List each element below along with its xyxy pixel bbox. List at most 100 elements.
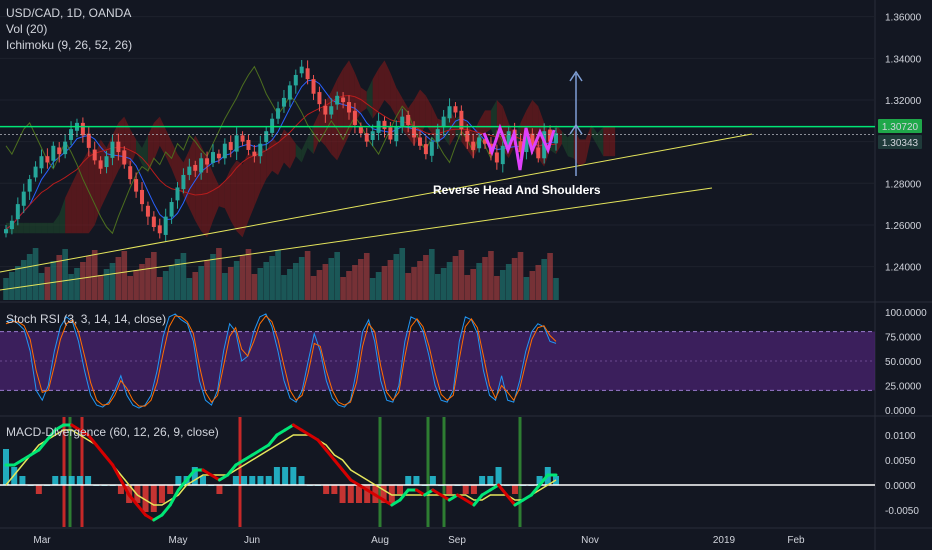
candle-body [341,97,346,103]
divergence-marker [62,417,66,527]
macd-line-segment [201,468,213,477]
candle-body [412,126,417,138]
candle-body [21,191,26,206]
ichimoku-legend[interactable]: Ichimoku (9, 26, 52, 26) [6,38,133,52]
stoch-rsi-axis[interactable]: 100.0000 75.0000 50.0000 25.0000 0.0000 [885,308,927,417]
macd-line-segment [423,488,435,497]
volume-bar [15,266,21,300]
volume-bar [488,251,494,300]
volume-bar [151,252,157,300]
candle-body [518,141,523,153]
volume-bar [145,258,151,300]
cloud-segment [171,141,178,184]
candle-body [483,139,488,144]
candle-body [157,225,162,234]
macd-hist-bar [3,449,9,485]
volume-bar [74,268,80,300]
volume-bar [458,250,465,300]
candle-body [9,220,14,230]
cloud-segment [236,160,243,238]
candle-body [530,133,535,146]
macd-legend[interactable]: MACD-Divergence (60, 12, 26, 9, close) [6,425,219,439]
candle-body [216,153,221,159]
volume-bar [263,262,270,300]
trend-line-upper[interactable] [0,133,753,273]
candle-body [240,135,245,142]
volume-bar [553,278,559,300]
candle-body [400,116,405,128]
candle-body [258,143,263,157]
candle-body [222,143,227,159]
volume-bars [3,248,559,300]
macd-line-segment [529,483,542,497]
volume-bar [340,277,346,300]
price-badge-current: 1.30343 [878,135,922,149]
candle-body [305,68,310,80]
macd-line-segment [283,423,295,432]
cloud-segment [425,95,432,134]
volume-bar [535,265,542,300]
macd-hist-bar [446,485,453,494]
cloud-segment [384,60,391,107]
volume-bar [180,253,187,300]
macd-line-segment [20,453,33,462]
cloud-segment [88,149,95,234]
candle-body [423,144,428,155]
macd-hist-bar [232,476,239,485]
macd-line-segment [144,513,156,522]
volume-bar [103,269,110,300]
candle-body [524,135,529,153]
cloud-segment [23,222,30,234]
macd-hist-bar [388,485,395,503]
macd-divergence-markers [62,417,522,527]
candle-body [104,156,109,168]
macd-hist-bar [241,476,248,485]
volume-bar [417,261,423,300]
macd-hist-bar [142,485,149,512]
volume-bar [133,270,139,300]
time-axis[interactable]: Mar May Jun Aug Sep Nov 2019 Feb [33,535,805,546]
macd-line-segment [119,478,131,497]
cloud-segment [301,137,308,163]
macd-hist-bar [413,476,420,485]
divergence-marker [68,417,72,527]
time-tick-label: Jun [244,535,260,546]
stoch-rsi-legend[interactable]: Stoch RSI (3, 3, 14, 14, close) [6,312,167,326]
candle-body [246,139,251,150]
stoch-k-line [5,313,557,409]
candle-body [33,166,38,178]
projection-arrow-lower[interactable] [569,70,583,128]
macd-line-segment [357,483,369,492]
price-tick-label: 1.24000 [885,263,922,274]
cloud-segment [136,139,143,165]
kijun-line [5,94,557,230]
candle-body [536,147,541,159]
macd-line-segment [414,488,427,497]
macd-line-segment [455,493,468,502]
divergence-marker [378,417,382,527]
candle-body [57,147,62,155]
candle-body [122,150,127,165]
volume-legend[interactable]: Vol (20) [6,22,48,36]
cloud-segment [17,222,24,234]
macd-hist-bar [52,476,59,485]
trend-line-lower[interactable] [0,187,713,291]
volume-bar [97,275,104,300]
macd-line-segment [45,428,57,442]
volume-bar [245,249,252,300]
cloud-segment [372,68,379,119]
head-shoulders-pattern[interactable] [482,123,556,171]
macd-hist-bar [282,467,289,485]
candle-body [388,127,393,140]
symbol-legend[interactable]: USD/CAD, 1D, OANDA [6,6,132,20]
volume-bar [399,248,406,300]
candle-body [252,151,257,157]
candle-body [169,202,174,217]
macd-line-segment [373,493,386,502]
cloud-segment [272,137,279,175]
candle-body [210,152,215,163]
macd-tick-label: 0.0100 [885,431,916,442]
macd-axis[interactable]: 0.0100 0.0050 0.0000 -0.0050 [885,431,919,517]
